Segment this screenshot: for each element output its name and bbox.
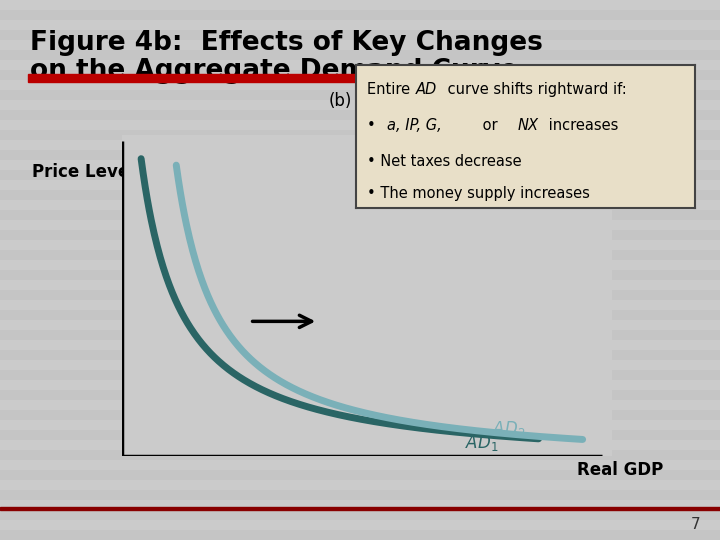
Text: or: or: [478, 118, 503, 133]
Bar: [0, 230, 720, 240]
Bar: [0, 410, 720, 420]
Bar: [0, 310, 720, 320]
Bar: [0, 350, 720, 360]
Bar: [0, 330, 720, 340]
Text: $AD_1$: $AD_1$: [465, 433, 498, 453]
Bar: [0, 110, 720, 120]
Bar: [0, 190, 720, 200]
Bar: [0, 50, 720, 60]
Text: NX: NX: [517, 118, 538, 133]
Text: a, IP, G,: a, IP, G,: [387, 118, 441, 133]
Bar: [423, 74, 693, 82]
Bar: [0, 450, 720, 460]
Text: • The money supply increases: • The money supply increases: [366, 186, 590, 201]
Bar: [0, 10, 720, 20]
Bar: [0, 210, 720, 220]
Text: • Net taxes decrease: • Net taxes decrease: [366, 153, 521, 168]
Text: Entire: Entire: [366, 82, 414, 97]
Text: curve shifts rightward if:: curve shifts rightward if:: [443, 82, 626, 97]
Bar: [0, 430, 720, 440]
Bar: [0, 250, 720, 260]
Bar: [0, 390, 720, 400]
Bar: [28, 74, 423, 82]
Text: •: •: [366, 118, 384, 133]
Text: AD: AD: [415, 82, 437, 97]
Bar: [0, 90, 720, 100]
Text: increases: increases: [544, 118, 618, 133]
Text: Price Level: Price Level: [32, 163, 135, 181]
Bar: [0, 130, 720, 140]
Text: $AD_2$: $AD_2$: [492, 418, 526, 438]
Text: Figure 4b:  Effects of Key Changes: Figure 4b: Effects of Key Changes: [30, 30, 543, 56]
Bar: [0, 170, 720, 180]
Bar: [0, 70, 720, 80]
Bar: [0, 150, 720, 160]
Bar: [0, 30, 720, 40]
Bar: [0, 510, 720, 520]
Text: on the Aggregate Demand Curve: on the Aggregate Demand Curve: [30, 58, 518, 84]
Bar: [0, 370, 720, 380]
Text: 7: 7: [690, 517, 700, 532]
Text: (b): (b): [328, 92, 351, 110]
Bar: [0, 270, 720, 280]
Text: Real GDP: Real GDP: [577, 461, 663, 479]
Bar: [0, 290, 720, 300]
Bar: [0, 507, 720, 510]
Bar: [0, 530, 720, 540]
Bar: [0, 470, 720, 480]
Bar: [0, 490, 720, 500]
